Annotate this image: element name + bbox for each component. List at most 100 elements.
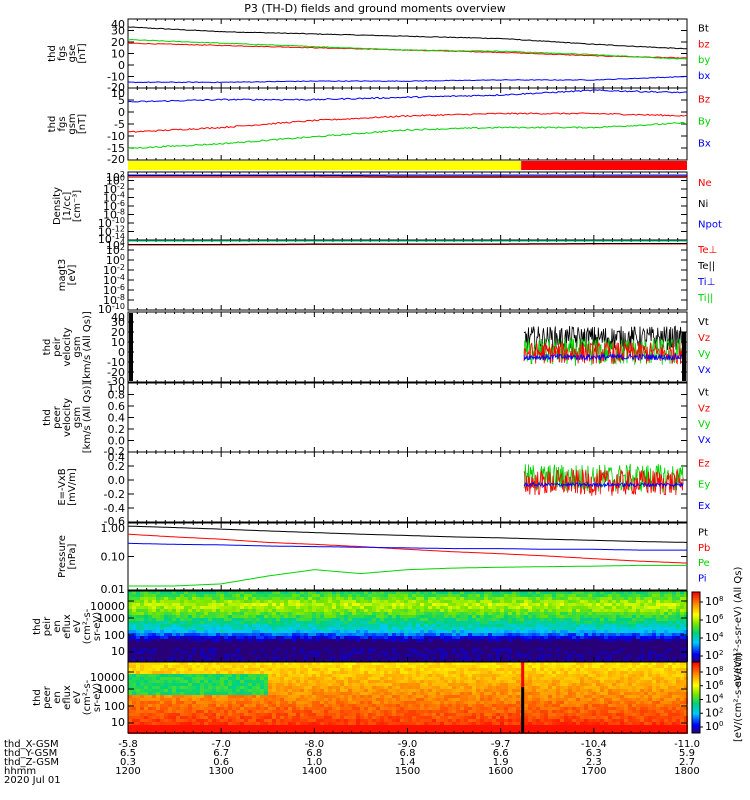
peir_spectrogram-cell [348, 633, 352, 636]
peir_spectrogram-cell [624, 657, 628, 660]
peir_spectrogram-cell [380, 633, 384, 636]
peir_spectrogram-cell [432, 648, 436, 651]
peer_spectrogram-cell [136, 719, 140, 722]
peir_spectrogram-cell [512, 606, 516, 609]
peir_spectrogram-cell [368, 621, 372, 624]
peir_spectrogram-cell [128, 591, 132, 594]
peir_spectrogram-cell [408, 618, 412, 621]
peir_spectrogram-cell [536, 633, 540, 636]
peir_spectrogram-cell [472, 654, 476, 657]
peer_spectrogram-cell [164, 707, 168, 710]
peir_spectrogram-cell [488, 624, 492, 627]
peir_spectrogram-cell [200, 621, 204, 624]
peir_spectrogram-cell [296, 630, 300, 633]
peir_spectrogram-cell [268, 633, 272, 636]
peir_spectrogram-cell [408, 657, 412, 660]
peir_spectrogram-cell [476, 636, 480, 639]
peir_spectrogram-cell [256, 603, 260, 606]
peir_spectrogram-cell [676, 651, 680, 654]
peir_spectrogram-cell [128, 621, 132, 624]
peir_spectrogram-cell [380, 594, 384, 597]
peir_spectrogram-cell [624, 639, 628, 642]
peir_spectrogram-cell [356, 639, 360, 642]
peir_spectrogram-cell [168, 630, 172, 633]
peir_spectrogram-cell [172, 618, 176, 621]
peir_spectrogram-cell [356, 651, 360, 654]
peir_spectrogram-cell [584, 615, 588, 618]
peir_spectrogram-cell [500, 639, 504, 642]
peir_spectrogram-cell [384, 633, 388, 636]
peir_spectrogram-cell [416, 630, 420, 633]
peir_spectrogram-cell [376, 609, 380, 612]
peir_spectrogram-cell [212, 603, 216, 606]
peer_spectrogram-cell [164, 701, 168, 704]
peir_spectrogram-cell [272, 603, 276, 606]
peir_spectrogram-cell [212, 648, 216, 651]
peir_spectrogram-cell [320, 654, 324, 657]
peer_spectrogram-cell [168, 689, 172, 692]
peir_spectrogram-cell [240, 597, 244, 600]
peir_spectrogram-cell [496, 636, 500, 639]
peir_spectrogram-cell [348, 657, 352, 660]
peir_spectrogram-cell [480, 633, 484, 636]
peir_spectrogram-cell [664, 651, 668, 654]
peir_spectrogram-cell [564, 639, 568, 642]
peir_spectrogram-cell [412, 642, 416, 645]
peer_spectrogram-cell [152, 707, 156, 710]
peir_spectrogram-cell [640, 600, 644, 603]
peir_spectrogram-cell [312, 651, 316, 654]
peir_velocity-legend-2: Vy [698, 349, 711, 360]
peir_spectrogram-cell [376, 645, 380, 648]
peir_spectrogram-cell [400, 657, 404, 660]
peir_spectrogram-cell [280, 591, 284, 594]
peir_spectrogram-cell [612, 591, 616, 594]
peir_spectrogram-cell [620, 618, 624, 621]
peir_spectrogram-cell [680, 636, 684, 639]
peir_spectrogram-cell [392, 642, 396, 645]
peir_spectrogram-cell [524, 624, 528, 627]
peir_spectrogram-cell [348, 636, 352, 639]
peir_spectrogram-cell [340, 633, 344, 636]
peir_spectrogram-cell [276, 597, 280, 600]
peir_spectrogram-cell [288, 624, 292, 627]
peir_spectrogram-cell [172, 654, 176, 657]
peir_spectrogram-cell [572, 609, 576, 612]
peir_spectrogram-cell [180, 612, 184, 615]
peir_spectrogram-cell [196, 624, 200, 627]
peir_spectrogram-cell [228, 609, 232, 612]
peir_spectrogram-cell [320, 597, 324, 600]
peir_spectrogram-cell [372, 654, 376, 657]
peir_spectrogram-cell [236, 651, 240, 654]
peir_spectrogram-cell [576, 618, 580, 621]
peir_spectrogram-cell [360, 654, 364, 657]
peir_spectrogram-cell [356, 657, 360, 660]
peir_spectrogram-cell [128, 615, 132, 618]
peir_spectrogram-cell [664, 594, 668, 597]
peir_spectrogram-cell [280, 648, 284, 651]
peir_spectrogram-cell [220, 627, 224, 630]
peir_spectrogram-cell [208, 633, 212, 636]
peir_spectrogram-cell [256, 612, 260, 615]
peer_spectrogram-cell [152, 686, 156, 689]
peir_spectrogram-cell [544, 603, 548, 606]
peir_spectrogram-cell [588, 639, 592, 642]
peir_spectrogram-cell [412, 597, 416, 600]
peir_spectrogram-cell [556, 642, 560, 645]
peir_spectrogram-cell [296, 618, 300, 621]
peir_spectrogram-cell [664, 606, 668, 609]
peer_spectrogram-cell [156, 713, 160, 716]
peir_spectrogram-cell [564, 612, 568, 615]
peir_spectrogram-cell [668, 612, 672, 615]
peir_spectrogram-cell [212, 591, 216, 594]
peir_spectrogram-cell [172, 633, 176, 636]
peir_spectrogram-cell [244, 618, 248, 621]
peir_spectrogram-cell [384, 612, 388, 615]
peir_spectrogram-cell [336, 621, 340, 624]
peir_spectrogram-cell [432, 597, 436, 600]
peir_spectrogram-cell [372, 651, 376, 654]
temperature-ylabel: magt3 [57, 259, 68, 292]
peir_spectrogram-cell [140, 612, 144, 615]
peir_spectrogram-cell [240, 606, 244, 609]
peir_spectrogram-cell [172, 651, 176, 654]
peir_spectrogram-cell [500, 591, 504, 594]
